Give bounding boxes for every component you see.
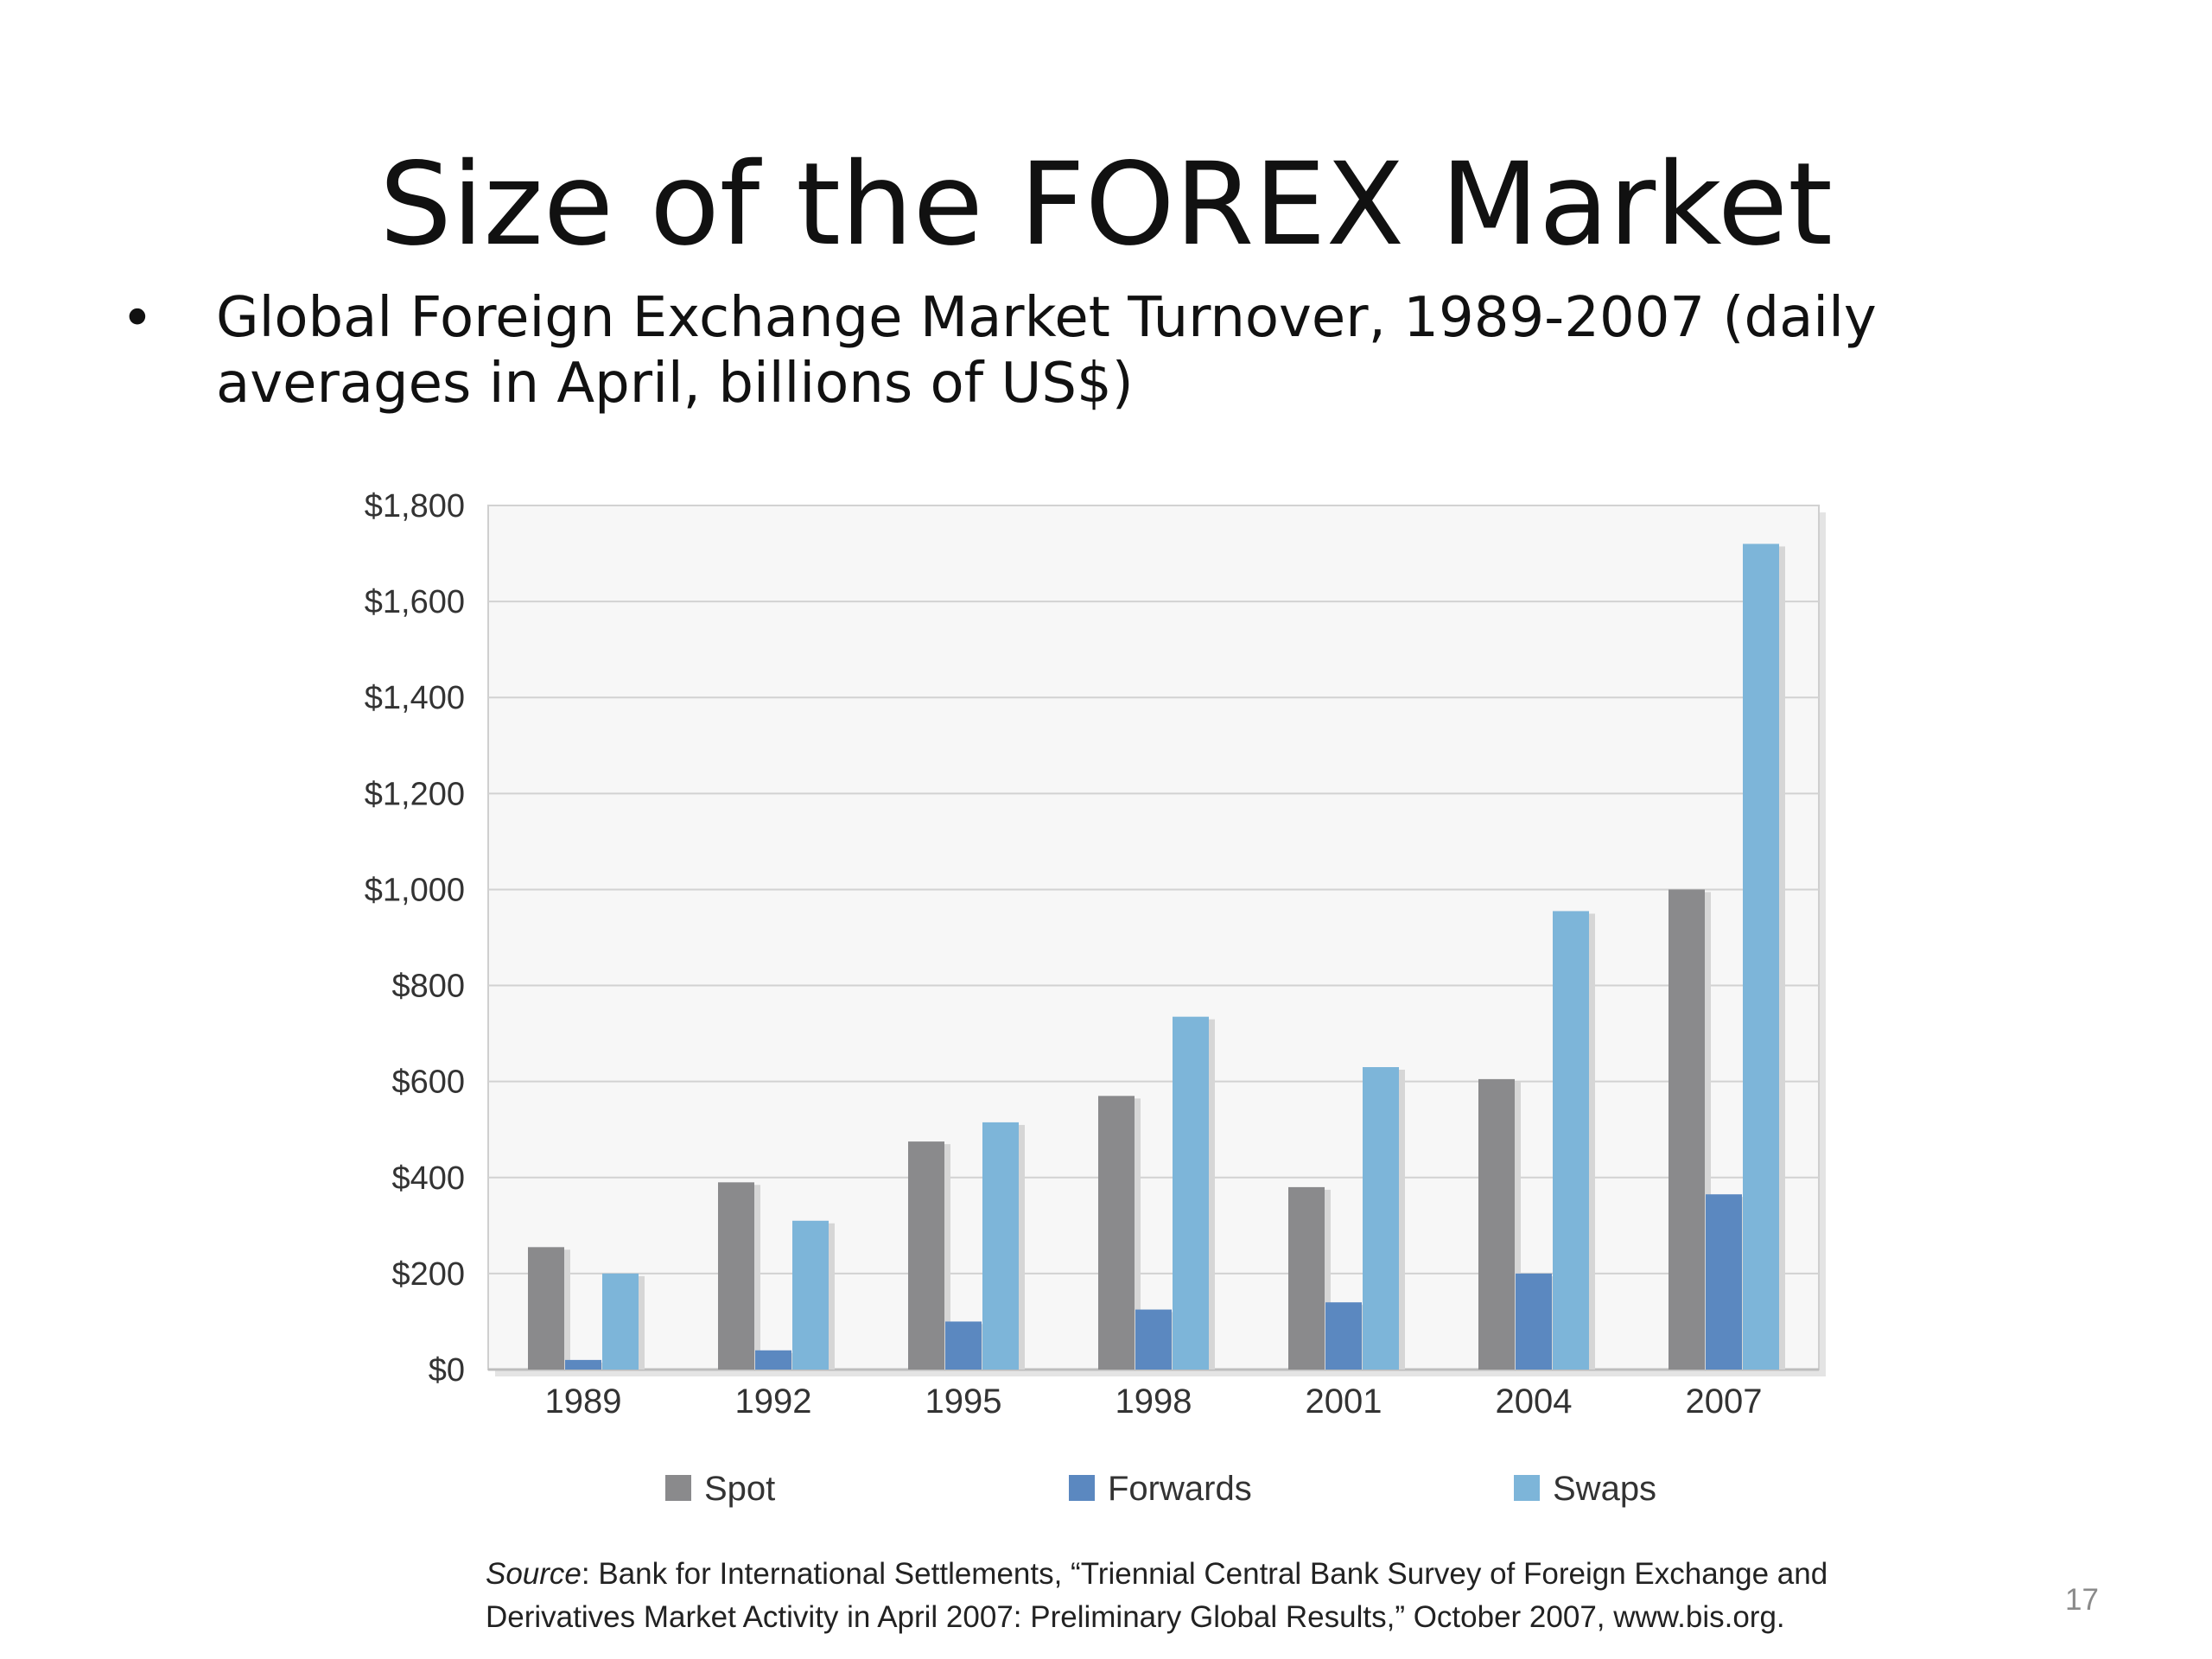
legend-swatch-swaps (1514, 1475, 1540, 1501)
source-note: Source: Bank for International Settlemen… (486, 1557, 1828, 1634)
slide-title: Size of the FOREX Market (379, 138, 1833, 271)
y-tick-label: $1,000 (365, 872, 465, 908)
y-tick-label: $200 (391, 1256, 465, 1293)
source-label: Source (486, 1557, 582, 1591)
bar-forwards-1992 (755, 1350, 791, 1370)
bar-forwards-2004 (1516, 1273, 1552, 1370)
bar-swaps-2007 (1743, 543, 1779, 1370)
bar-swaps-1992 (792, 1220, 829, 1370)
y-tick-label: $800 (391, 969, 465, 1005)
bars (528, 543, 1785, 1370)
bullet-dot-icon: • (121, 287, 154, 351)
x-tick-label: 1995 (925, 1382, 1002, 1421)
y-tick-label: $400 (391, 1160, 465, 1197)
bar-spot-2004 (1478, 1078, 1515, 1370)
x-tick-label: 2004 (1496, 1382, 1573, 1421)
y-tick-label: $0 (429, 1352, 465, 1389)
bar-swaps-1989 (602, 1273, 639, 1370)
bar-swaps-1998 (1173, 1016, 1209, 1370)
legend: Spot Forwards Swaps (665, 1470, 1656, 1508)
bar-spot-1995 (908, 1141, 944, 1370)
bullet-item: • Global Foreign Exchange Market Turnove… (121, 285, 1953, 416)
bar-swaps-2004 (1553, 911, 1589, 1370)
source-text: Bank for International Settlements, “Tri… (486, 1557, 1828, 1634)
bar-spot-1989 (528, 1247, 564, 1370)
bar-spot-2001 (1288, 1186, 1325, 1370)
bar-forwards-2007 (1706, 1194, 1742, 1370)
legend-label-swaps: Swaps (1553, 1470, 1656, 1508)
y-tick-label: $1,800 (365, 488, 465, 524)
x-tick-label: 1989 (545, 1382, 622, 1421)
legend-swatch-forwards (1069, 1475, 1095, 1501)
legend-swatch-spot (665, 1475, 691, 1501)
y-tick-label: $1,200 (365, 776, 465, 812)
bar-spot-1992 (718, 1182, 754, 1370)
page-number: 17 (2065, 1583, 2099, 1617)
bar-spot-1998 (1098, 1096, 1135, 1370)
x-tick-label: 1992 (735, 1382, 812, 1421)
bar-forwards-1989 (565, 1359, 601, 1370)
y-axis: $0 $200 $400 $600 $800 $1,000 $1,200 $1,400 $1,6… (365, 488, 465, 1389)
bar-forwards-2001 (1325, 1302, 1362, 1370)
bullet-text: Global Foreign Exchange Market Turnover,… (216, 286, 1877, 416)
y-tick-label: $600 (391, 1065, 465, 1101)
bar-forwards-1995 (945, 1321, 982, 1370)
y-tick-label: $1,600 (365, 584, 465, 620)
bar-swaps-2001 (1363, 1067, 1399, 1370)
bar-swaps-1995 (982, 1122, 1019, 1370)
bar-forwards-1998 (1135, 1309, 1172, 1370)
plot-area (487, 505, 1826, 1376)
legend-label-forwards: Forwards (1108, 1470, 1252, 1508)
plot-frame (487, 505, 1820, 1370)
bar-spot-2007 (1669, 889, 1705, 1370)
y-tick-label: $1,400 (365, 680, 465, 716)
x-tick-label: 2001 (1306, 1382, 1382, 1421)
legend-label-spot: Spot (704, 1470, 775, 1508)
x-tick-label: 1998 (1116, 1382, 1192, 1421)
x-axis: 1989 1992 1995 1998 2001 2004 2007 (545, 1382, 1763, 1421)
x-tick-label: 2007 (1686, 1382, 1763, 1421)
